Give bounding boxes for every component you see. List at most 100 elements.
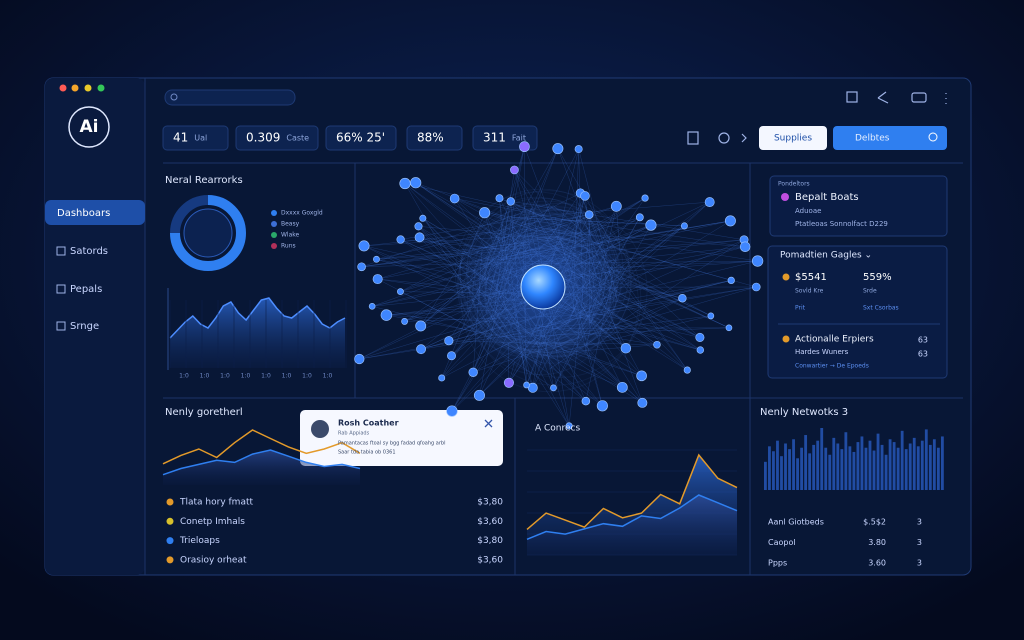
network-link xyxy=(364,232,490,247)
card-title: Bepalt Boats xyxy=(795,192,859,203)
toolbar-icon[interactable] xyxy=(718,132,730,144)
primary-button[interactable] xyxy=(759,126,827,150)
network-link xyxy=(568,280,688,371)
network-node xyxy=(401,318,408,325)
button-label[interactable]: Supplies xyxy=(774,134,812,144)
network-link xyxy=(451,268,526,412)
search-icon xyxy=(170,93,178,101)
search-bar[interactable] xyxy=(164,89,296,106)
network-link xyxy=(484,212,569,227)
card-link[interactable]: Conwartier → De Epoeds xyxy=(795,363,869,370)
x-tick-label: 1:0 xyxy=(323,373,333,380)
network-link xyxy=(359,321,571,360)
network-link xyxy=(479,265,607,396)
network-link xyxy=(376,215,565,260)
network-link xyxy=(492,268,623,388)
toolbar-icon[interactable] xyxy=(911,92,927,103)
row-value: 3.60 xyxy=(868,559,886,568)
bar xyxy=(768,446,771,490)
network-link xyxy=(554,217,603,406)
window-dot[interactable] xyxy=(59,84,67,92)
network-link xyxy=(513,238,701,351)
network-link xyxy=(532,249,607,388)
network-link xyxy=(529,209,627,349)
network-link xyxy=(585,280,732,314)
network-ring xyxy=(492,228,618,354)
network-node xyxy=(565,422,573,430)
network-link xyxy=(451,230,567,412)
bar xyxy=(864,447,868,490)
network-link xyxy=(616,206,621,252)
donut-core xyxy=(183,208,233,258)
close-icon[interactable] xyxy=(484,419,493,428)
network-node xyxy=(636,370,647,382)
toolbar-icon[interactable] xyxy=(877,91,889,104)
network-node xyxy=(373,255,380,263)
network-node xyxy=(641,194,649,202)
nav-item[interactable]: Pepals xyxy=(70,284,102,295)
stat-pill xyxy=(162,125,229,151)
network-link xyxy=(509,266,527,386)
network-link xyxy=(501,220,731,261)
metric-link[interactable]: Sxt Csorbas xyxy=(863,305,899,312)
row-label: Tlata hory fmatt xyxy=(179,498,253,508)
button-label[interactable]: Delbtes xyxy=(855,134,890,144)
panel-title: Nenly Netwotks 3 xyxy=(760,407,848,418)
bar xyxy=(840,449,844,490)
network-link xyxy=(499,198,509,272)
network-link xyxy=(400,216,546,292)
network-link xyxy=(551,214,590,223)
toolbar-icon[interactable] xyxy=(687,131,699,145)
network-link xyxy=(485,146,525,314)
network-link xyxy=(562,344,657,353)
x-tick-label: 1:0 xyxy=(282,373,292,380)
window-dot[interactable] xyxy=(71,84,79,92)
toolbar-icon[interactable] xyxy=(846,91,858,103)
network-link xyxy=(451,232,592,356)
network-link xyxy=(589,352,643,404)
metric-label: Srde xyxy=(863,288,877,295)
nav-item[interactable]: Satords xyxy=(70,246,108,257)
network-link xyxy=(508,287,577,383)
network-link xyxy=(419,237,487,260)
network-node xyxy=(468,367,478,377)
network-ring xyxy=(466,227,615,376)
nav-item[interactable]: Srnge xyxy=(70,321,99,332)
window-dot[interactable] xyxy=(84,84,92,92)
network-link xyxy=(386,314,563,348)
search-button[interactable] xyxy=(833,126,947,150)
network-link xyxy=(361,247,528,268)
metric-link[interactable]: Prit xyxy=(795,305,806,312)
nav-item[interactable]: Dashboars xyxy=(57,208,110,219)
network-node xyxy=(416,344,426,355)
network-link xyxy=(520,229,746,248)
network-link xyxy=(361,260,566,268)
legend-dot xyxy=(271,210,277,216)
bar xyxy=(808,453,812,490)
network-link xyxy=(400,291,544,364)
toolbar-icon[interactable] xyxy=(741,133,747,143)
bar xyxy=(908,443,912,490)
network-link xyxy=(549,195,586,263)
logo: Ai xyxy=(80,117,99,137)
network-link xyxy=(551,217,746,248)
stat-value: 41 xyxy=(173,131,188,145)
line-series xyxy=(526,453,738,530)
network-link xyxy=(451,260,592,356)
network-ring xyxy=(479,238,592,352)
network-ring xyxy=(507,240,595,328)
bar xyxy=(912,437,916,490)
network-ring xyxy=(490,236,610,357)
network-link xyxy=(454,198,534,231)
x-tick-label: 1:0 xyxy=(179,373,189,380)
popup-role: Rab Appiads xyxy=(338,431,370,437)
window-dot[interactable] xyxy=(97,84,105,92)
bar xyxy=(868,440,872,490)
popup-text: Pamantacas ftoal sy bgg fadad qfoahg arb… xyxy=(338,441,446,447)
network-ring xyxy=(494,247,593,346)
bar xyxy=(780,456,783,490)
network-link xyxy=(579,217,641,326)
network-link xyxy=(372,262,551,307)
network-link xyxy=(526,206,617,240)
